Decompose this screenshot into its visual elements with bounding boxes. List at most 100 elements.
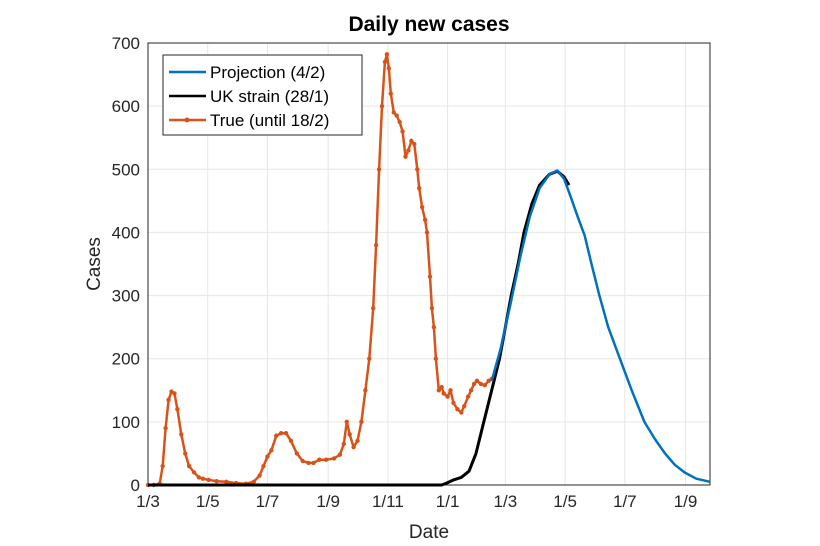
data-point bbox=[175, 407, 180, 412]
data-point bbox=[351, 444, 356, 450]
y-axis-label: Cases bbox=[84, 237, 105, 291]
y-tick-label: 0 bbox=[131, 476, 140, 495]
data-point bbox=[191, 470, 197, 475]
data-point bbox=[261, 463, 266, 469]
data-point bbox=[451, 400, 456, 406]
legend-label-true: True (until 18/2) bbox=[210, 111, 329, 130]
tick-labels: 0 100 200 300 400 500 600 700 1/3 1/5 1/7 1/9 1/11 1/… bbox=[112, 34, 698, 511]
x-tick-label: 1/3 bbox=[494, 492, 518, 511]
data-point bbox=[224, 479, 229, 485]
chart-title: Daily new cases bbox=[348, 13, 509, 36]
series-lines bbox=[145, 52, 711, 488]
data-point bbox=[355, 438, 360, 443]
data-point bbox=[306, 460, 311, 466]
data-point bbox=[179, 432, 184, 437]
data-point bbox=[376, 167, 382, 172]
data-point bbox=[439, 384, 444, 390]
data-point bbox=[288, 438, 294, 443]
data-point bbox=[419, 204, 425, 210]
data-point bbox=[406, 148, 411, 153]
data-point bbox=[251, 479, 256, 485]
data-point bbox=[468, 388, 474, 393]
data-point bbox=[344, 419, 349, 425]
x-tick-label: 1/9 bbox=[674, 492, 698, 511]
data-point bbox=[341, 441, 347, 447]
data-point bbox=[265, 454, 270, 459]
legend-marker-true bbox=[184, 117, 190, 123]
y-tick-label: 600 bbox=[112, 97, 140, 116]
data-point bbox=[278, 431, 284, 436]
data-point bbox=[337, 452, 343, 457]
data-point bbox=[300, 458, 305, 464]
data-point bbox=[433, 356, 439, 361]
data-point bbox=[311, 460, 316, 466]
data-point bbox=[424, 230, 430, 235]
data-point bbox=[482, 383, 488, 388]
data-point bbox=[388, 91, 394, 96]
data-point bbox=[172, 391, 177, 396]
data-point bbox=[196, 475, 202, 480]
data-point bbox=[417, 186, 422, 191]
data-point bbox=[331, 456, 337, 461]
data-point bbox=[317, 457, 322, 462]
data-point bbox=[474, 378, 480, 384]
data-point bbox=[400, 129, 405, 134]
data-point bbox=[384, 52, 390, 57]
data-point bbox=[431, 324, 437, 330]
data-point bbox=[441, 391, 446, 396]
data-point bbox=[459, 410, 464, 415]
legend-label-projection: Projection (4/2) bbox=[210, 63, 325, 82]
data-point bbox=[455, 407, 460, 412]
data-point bbox=[294, 451, 300, 456]
legend: Projection (4/2) UK strain (28/1) True (… bbox=[162, 54, 363, 136]
y-tick-label: 700 bbox=[112, 34, 140, 53]
data-point bbox=[403, 154, 408, 159]
data-point bbox=[412, 141, 417, 147]
x-tick-label: 1/11 bbox=[372, 492, 404, 511]
y-tick-label: 300 bbox=[112, 287, 140, 306]
x-tick-label: 1/7 bbox=[613, 492, 637, 511]
y-tick-label: 400 bbox=[112, 223, 140, 242]
y-tick-label: 200 bbox=[112, 350, 140, 369]
data-point bbox=[394, 113, 399, 118]
x-tick-label: 1/5 bbox=[196, 492, 220, 511]
data-point bbox=[200, 476, 206, 481]
data-point bbox=[445, 394, 450, 399]
data-point bbox=[382, 59, 388, 65]
data-point bbox=[363, 388, 368, 393]
data-point bbox=[415, 167, 420, 172]
data-point bbox=[367, 356, 372, 361]
data-point bbox=[448, 388, 453, 393]
data-point bbox=[283, 431, 289, 436]
x-tick-label: 1/1 bbox=[436, 492, 460, 511]
x-tick-label: 1/7 bbox=[256, 492, 280, 511]
x-tick-label: 1/3 bbox=[136, 492, 160, 511]
data-point bbox=[427, 274, 433, 279]
x-tick-label: 1/9 bbox=[316, 492, 340, 511]
data-point bbox=[257, 473, 262, 478]
y-tick-label: 500 bbox=[112, 160, 140, 179]
data-point bbox=[206, 477, 211, 483]
data-point bbox=[186, 463, 192, 469]
data-point bbox=[166, 397, 171, 402]
data-point bbox=[214, 479, 219, 484]
data-point bbox=[386, 66, 392, 71]
x-axis-label: Date bbox=[409, 522, 449, 543]
data-point bbox=[471, 381, 477, 387]
data-point bbox=[478, 381, 484, 387]
data-point bbox=[391, 110, 396, 115]
series-line-0 bbox=[490, 169, 711, 484]
data-point bbox=[429, 306, 435, 311]
data-point bbox=[347, 432, 352, 437]
data-point bbox=[274, 433, 279, 438]
data-point bbox=[409, 138, 414, 144]
data-point bbox=[183, 451, 188, 456]
data-point bbox=[436, 388, 441, 393]
data-point bbox=[323, 457, 329, 462]
data-point bbox=[269, 448, 274, 453]
data-point bbox=[370, 306, 376, 311]
data-point bbox=[359, 419, 364, 425]
data-point bbox=[163, 425, 168, 431]
x-tick-label: 1/5 bbox=[553, 492, 577, 511]
